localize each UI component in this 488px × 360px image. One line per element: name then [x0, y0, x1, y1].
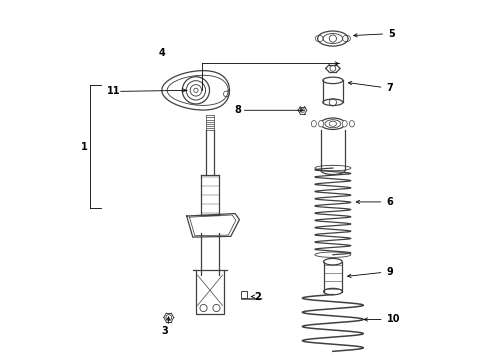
Text: 1: 1 — [81, 141, 87, 152]
Ellipse shape — [342, 121, 346, 127]
Text: 11: 11 — [107, 86, 120, 96]
Ellipse shape — [323, 258, 342, 265]
Ellipse shape — [320, 118, 345, 130]
Ellipse shape — [311, 121, 316, 127]
Text: 6: 6 — [356, 197, 392, 207]
Text: 4: 4 — [158, 48, 165, 58]
Ellipse shape — [320, 166, 345, 175]
Text: 2: 2 — [254, 292, 261, 302]
Text: 8: 8 — [233, 105, 240, 115]
Ellipse shape — [314, 165, 350, 171]
Ellipse shape — [322, 99, 342, 105]
Text: 5: 5 — [353, 28, 394, 39]
Ellipse shape — [323, 288, 342, 295]
Text: 9: 9 — [347, 267, 392, 278]
Text: 10: 10 — [364, 314, 399, 324]
Ellipse shape — [314, 252, 350, 257]
Ellipse shape — [318, 121, 323, 127]
Text: 3: 3 — [162, 326, 168, 336]
Text: 7: 7 — [347, 81, 392, 93]
Ellipse shape — [348, 121, 354, 127]
